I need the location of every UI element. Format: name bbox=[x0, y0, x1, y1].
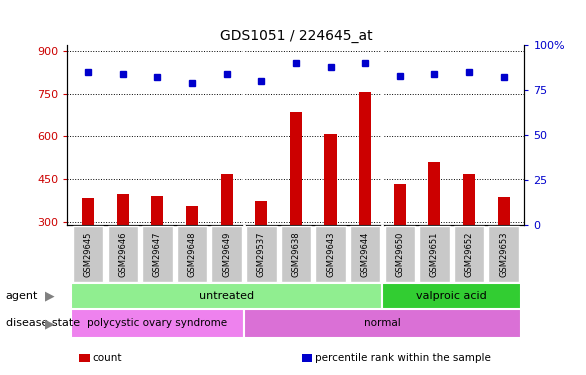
Text: GSM29652: GSM29652 bbox=[465, 231, 473, 277]
Text: polycystic ovary syndrome: polycystic ovary syndrome bbox=[87, 318, 227, 328]
Text: GSM29638: GSM29638 bbox=[291, 231, 301, 277]
Text: untreated: untreated bbox=[199, 291, 254, 301]
Bar bbox=[359, 92, 372, 308]
Bar bbox=[489, 226, 519, 282]
Text: GSM29644: GSM29644 bbox=[361, 231, 370, 277]
Text: normal: normal bbox=[364, 318, 401, 328]
Text: GSM29537: GSM29537 bbox=[257, 231, 266, 277]
Bar bbox=[142, 226, 173, 282]
Bar bbox=[117, 194, 129, 308]
Bar bbox=[290, 112, 302, 308]
Text: GSM29645: GSM29645 bbox=[84, 231, 93, 277]
Text: GSM29651: GSM29651 bbox=[430, 231, 439, 277]
Bar bbox=[108, 226, 138, 282]
Bar bbox=[82, 198, 94, 308]
Text: disease state: disease state bbox=[6, 318, 80, 328]
Text: agent: agent bbox=[6, 291, 38, 301]
Bar bbox=[315, 226, 346, 282]
Bar bbox=[350, 226, 380, 282]
Title: GDS1051 / 224645_at: GDS1051 / 224645_at bbox=[220, 28, 372, 43]
Text: GSM29653: GSM29653 bbox=[499, 231, 508, 277]
Bar bbox=[71, 309, 244, 338]
Text: GSM29648: GSM29648 bbox=[188, 231, 196, 277]
Bar bbox=[281, 226, 311, 282]
Text: GSM29650: GSM29650 bbox=[396, 231, 404, 277]
Text: ▶: ▶ bbox=[45, 290, 54, 303]
Bar bbox=[255, 201, 267, 308]
Text: GSM29647: GSM29647 bbox=[153, 231, 162, 277]
Bar bbox=[71, 283, 383, 309]
Bar bbox=[383, 283, 521, 309]
Bar bbox=[498, 197, 510, 308]
Bar bbox=[177, 226, 207, 282]
Bar bbox=[325, 134, 336, 308]
Text: valproic acid: valproic acid bbox=[417, 291, 487, 301]
Bar bbox=[394, 184, 406, 308]
Text: ▶: ▶ bbox=[45, 317, 54, 330]
Bar bbox=[186, 206, 198, 308]
Bar bbox=[220, 174, 233, 308]
Bar bbox=[246, 226, 277, 282]
Bar bbox=[428, 162, 441, 308]
Bar bbox=[463, 174, 475, 308]
Text: GSM29643: GSM29643 bbox=[326, 231, 335, 277]
Bar bbox=[244, 309, 521, 338]
Bar bbox=[419, 226, 449, 282]
Bar bbox=[212, 226, 242, 282]
Bar bbox=[151, 196, 163, 308]
Bar bbox=[454, 226, 484, 282]
Text: GSM29646: GSM29646 bbox=[118, 231, 127, 277]
Bar bbox=[384, 226, 415, 282]
Text: count: count bbox=[92, 353, 121, 363]
Text: GSM29649: GSM29649 bbox=[222, 231, 231, 277]
Bar bbox=[73, 226, 103, 282]
Text: percentile rank within the sample: percentile rank within the sample bbox=[315, 353, 490, 363]
